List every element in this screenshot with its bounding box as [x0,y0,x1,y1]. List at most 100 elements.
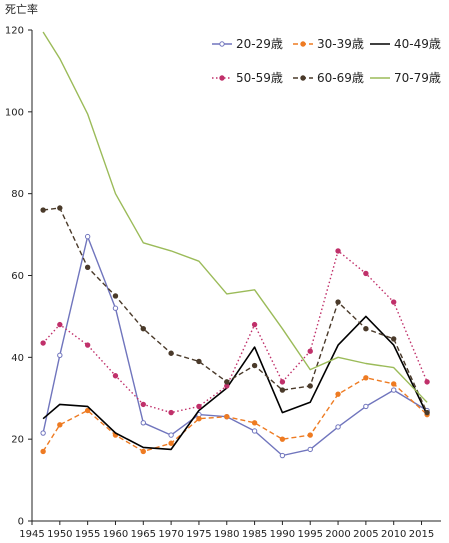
x-tick-label: 1975 [186,529,211,540]
data-point [40,448,46,455]
data-point [112,305,119,311]
y-tick-label: 100 [5,107,24,118]
data-point [84,233,91,240]
series-50-59歳 [40,248,430,416]
data-point [363,403,369,410]
data-point [335,299,341,305]
series-20-29歳 [40,233,430,459]
data-point [391,336,397,342]
y-tick-label: 40 [11,353,24,364]
x-tick-label: 1970 [158,529,183,540]
data-point [391,299,397,305]
legend-label: 40-49歳 [394,37,441,51]
data-point [251,428,258,434]
data-point [424,379,430,385]
data-point [307,348,313,354]
data-point [279,379,286,385]
data-point [112,293,119,299]
data-point [307,432,313,438]
x-tick-label: 1995 [298,529,323,540]
data-point [251,321,258,328]
x-tick-label: 1945 [19,529,44,540]
data-point [363,375,369,381]
x-tick-label: 1960 [103,529,128,540]
series-40-49歳 [42,315,428,451]
legend-marker [219,75,225,81]
legend-entry: 30-39歳 [293,37,364,51]
series-layer [40,31,430,459]
x-tick-label: 1965 [131,529,156,540]
data-point [168,409,174,416]
legend-marker [300,41,306,47]
data-point [40,430,46,436]
data-point [307,446,313,453]
x-tick-label: 1955 [75,529,100,540]
data-point [168,440,174,446]
data-point [307,383,313,389]
data-point [391,381,397,387]
data-point [391,387,397,393]
series-70-79歳 [42,31,428,403]
data-point [40,207,46,213]
data-point [279,452,286,459]
data-point [335,248,341,254]
y-tick-label: 20 [11,435,24,446]
legend-entry: 40-49歳 [370,37,441,51]
series-line [43,207,428,413]
y-tick-label: 80 [11,189,24,200]
x-tick-label: 2010 [381,529,406,540]
legend: 20-29歳 30-39歳 40-49歳 50-59歳 60-69歳 70-79歳 [212,37,441,85]
data-point [140,325,146,332]
data-point [335,391,341,397]
y-tick-label: 120 [5,26,24,37]
data-point [57,205,63,211]
legend-entry: 20-29歳 [212,37,283,51]
legend-entry: 60-69歳 [293,71,364,85]
x-tick-label: 2005 [353,529,378,540]
data-point [40,340,46,346]
legend-marker [300,75,306,81]
data-point [57,422,63,428]
legend-label: 20-29歳 [236,37,283,51]
legend-label: 60-69歳 [317,71,364,85]
data-point [84,407,91,414]
data-point [363,325,369,332]
x-tick-label: 1985 [242,529,267,540]
data-point [196,403,202,410]
data-point [224,413,230,420]
data-point [279,387,286,393]
x-tick-label: 1980 [214,529,239,540]
data-point [279,436,286,442]
data-point [57,321,63,328]
y-tick-label: 60 [11,271,24,282]
data-point [168,350,174,356]
data-point [112,373,119,379]
legend-entry: 50-59歳 [212,71,283,85]
series-line [42,250,428,414]
data-point [196,416,202,422]
data-point [140,401,146,408]
y-axis-title: 死亡率 [5,2,38,16]
x-tick-label: 1950 [47,529,72,540]
legend-label: 70-79歳 [394,71,441,85]
x-tick-label: 2015 [409,529,434,540]
data-point [140,420,146,426]
series-line [42,315,428,451]
legend-label: 30-39歳 [317,37,364,51]
data-point [84,342,91,348]
data-point [363,270,369,277]
legend-marker [219,41,225,47]
data-point [424,409,430,416]
data-point [84,264,91,271]
data-point [251,362,258,369]
series-30-39歳 [40,375,430,455]
legend-entry: 70-79歳 [370,71,441,85]
data-point [251,420,258,426]
data-point [57,352,63,358]
data-point [224,379,230,385]
data-point [168,432,174,438]
data-point [140,448,146,455]
x-tick-label: 1990 [270,529,295,540]
